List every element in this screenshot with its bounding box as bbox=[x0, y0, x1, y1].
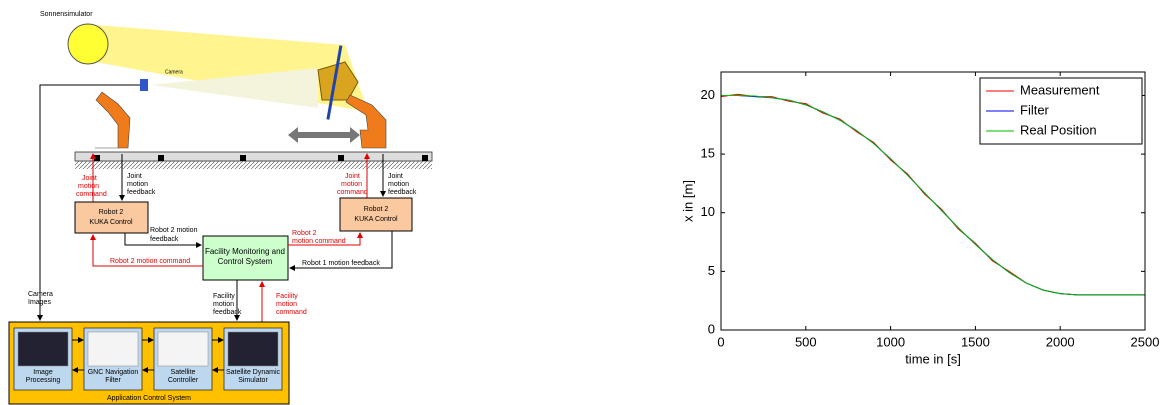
x-tick-label: 1000 bbox=[876, 334, 905, 349]
label: Robot 2 motion bbox=[150, 227, 198, 234]
label: Robot 1 motion feedback bbox=[302, 260, 380, 267]
label: Facility bbox=[276, 293, 298, 300]
x-tick-label: 2000 bbox=[1046, 334, 1075, 349]
legend-label: Real Position bbox=[1020, 122, 1097, 137]
y-tick-label: 15 bbox=[701, 146, 715, 161]
box-label: Robot 2 bbox=[99, 209, 124, 216]
x-tick-label: 500 bbox=[795, 334, 817, 349]
x-tick-label: 1500 bbox=[961, 334, 990, 349]
arrow-head bbox=[288, 127, 298, 143]
module-image bbox=[88, 332, 138, 366]
label: motion bbox=[213, 301, 234, 308]
frame-label: Application Control System bbox=[107, 395, 191, 402]
y-tick-label: 20 bbox=[701, 87, 715, 102]
module-image bbox=[228, 332, 278, 366]
box-label: Robot 2 bbox=[364, 206, 389, 213]
label: Facility bbox=[213, 293, 235, 300]
x-axis-label: time in [s] bbox=[905, 351, 961, 366]
diagram: Sonnensimulator Camera Camera Images Joi… bbox=[9, 11, 432, 404]
y-tick-label: 10 bbox=[701, 204, 715, 219]
box-label: KUKA Control bbox=[354, 216, 398, 223]
label: command bbox=[337, 189, 368, 196]
module-label: Simulator bbox=[238, 377, 268, 384]
chart: 0 500 1000 1500 2000 2500 0 5 10 15 20 time in [s] x… bbox=[680, 72, 1159, 366]
label: Images bbox=[28, 299, 51, 306]
label: feedback bbox=[388, 189, 417, 196]
module-label: Controller bbox=[168, 377, 199, 384]
module-label: Processing bbox=[26, 377, 61, 384]
label: motion bbox=[127, 181, 148, 188]
box-label: KUKA Control bbox=[89, 219, 133, 226]
box-label: Control System bbox=[218, 257, 273, 266]
x-tick-label: 2500 bbox=[1131, 334, 1160, 349]
label: Joint bbox=[127, 173, 142, 180]
module-label: Image bbox=[33, 369, 53, 376]
rail bbox=[75, 152, 432, 161]
label: Joint bbox=[345, 173, 360, 180]
module-label: Satellite bbox=[171, 369, 196, 376]
module-image bbox=[18, 332, 68, 366]
label: Sonnensimulator bbox=[40, 11, 93, 18]
label: command bbox=[76, 191, 107, 198]
label: Camera bbox=[165, 69, 183, 75]
camera bbox=[140, 79, 148, 91]
y-tick-label: 0 bbox=[708, 321, 715, 336]
label: Robot 2 bbox=[292, 230, 317, 237]
legend-label: Filter bbox=[1020, 102, 1050, 117]
module-label: Satellite Dynamic bbox=[226, 369, 281, 376]
label: Joint bbox=[388, 173, 403, 180]
module-label: GNC Navigation bbox=[88, 369, 139, 376]
y-axis-label: x in [m] bbox=[680, 180, 695, 222]
figure: Sonnensimulator Camera Camera Images Joi… bbox=[0, 0, 1166, 405]
module-image bbox=[158, 332, 208, 366]
label: feedback bbox=[213, 309, 242, 316]
label: motion bbox=[341, 181, 362, 188]
label: Robot 2 motion command bbox=[110, 258, 190, 265]
label: motion command bbox=[292, 238, 346, 245]
box bbox=[75, 202, 148, 233]
legend-label: Measurement bbox=[1020, 82, 1100, 97]
arrow-head bbox=[350, 127, 360, 143]
label: feedback bbox=[150, 236, 179, 243]
box bbox=[340, 198, 412, 231]
label: command bbox=[276, 309, 307, 316]
label: Camera bbox=[28, 291, 53, 298]
sun bbox=[68, 24, 108, 64]
label: Joint bbox=[82, 175, 97, 182]
label: motion bbox=[78, 183, 99, 190]
robot bbox=[95, 92, 130, 148]
box-label: Facility Monitoring and bbox=[205, 247, 285, 256]
x-tick-label: 0 bbox=[717, 334, 724, 349]
label: motion bbox=[388, 181, 409, 188]
module-label: Filter bbox=[105, 377, 121, 384]
rail-base bbox=[75, 161, 432, 169]
label: feedback bbox=[127, 189, 156, 196]
label: motion bbox=[276, 301, 297, 308]
y-tick-label: 5 bbox=[708, 263, 715, 278]
